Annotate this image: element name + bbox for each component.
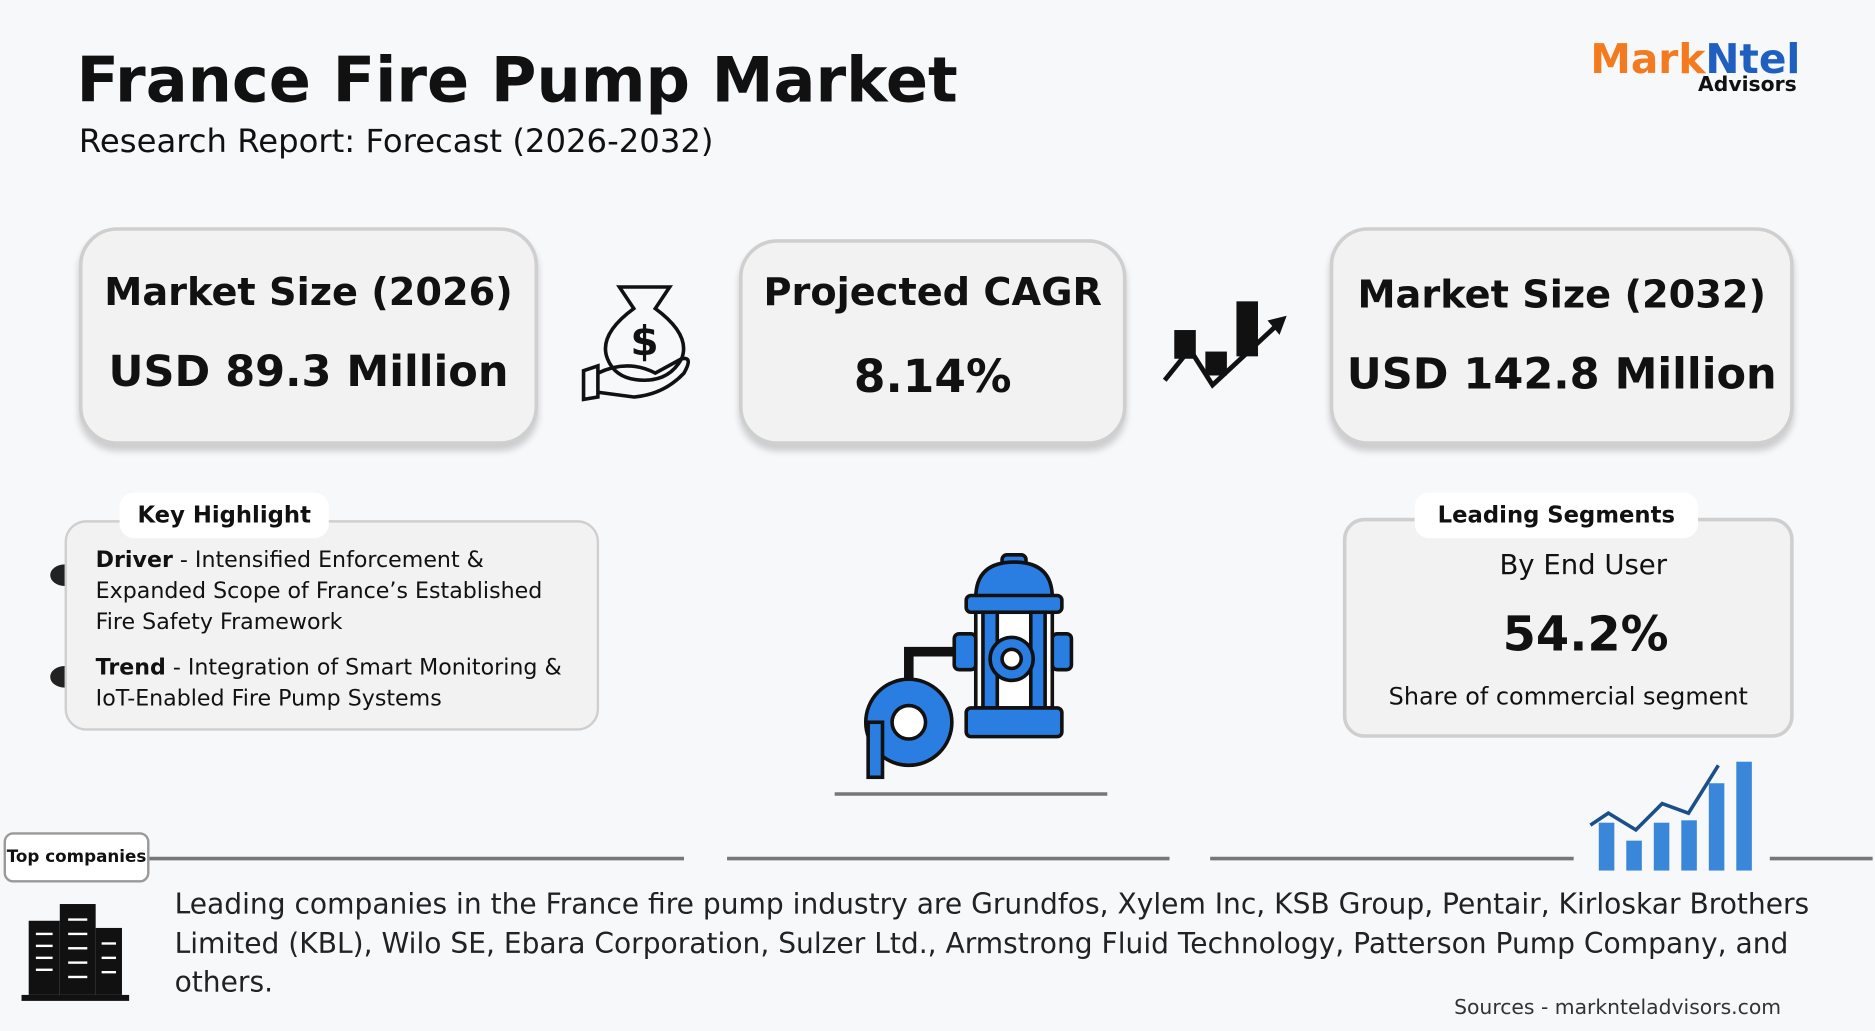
highlight-item: Trend - Integration of Smart Monitoring … — [96, 653, 586, 715]
companies-text: Leading companies in the France fire pum… — [174, 887, 1810, 999]
logo: MarkNtel — [1590, 36, 1800, 84]
growth-icon — [1162, 301, 1287, 389]
item-label: Driver — [95, 547, 173, 573]
segment-title: Leading Segments — [1414, 492, 1699, 539]
card: Projected CAGR 8.14% — [739, 239, 1127, 445]
card: Market Size (2032) USD 142.8 Million — [1329, 227, 1794, 445]
segment-description: Share of commercial segment — [1388, 681, 1748, 711]
svg-text:$: $ — [630, 317, 658, 365]
logo-tagline: Advisors — [1698, 72, 1797, 97]
card-value: 8.14% — [853, 350, 1012, 403]
title: France Fire Pump Market — [76, 45, 958, 118]
card: Market Size (2026) USD 89.3 Million — [78, 227, 539, 445]
hydrant-icon — [863, 553, 1074, 780]
highlight-title: Key Highlight — [119, 492, 329, 539]
logo-part: Ntel — [1705, 35, 1801, 84]
bar-icon — [1589, 761, 1752, 871]
logo-part: Mark — [1590, 35, 1706, 84]
card-label: Market Size (2032) — [1357, 271, 1766, 317]
item-text: - Integration of Smart Monitoring & IoT-… — [95, 655, 562, 712]
segment-category: By End User — [1499, 550, 1668, 582]
card-value: USD 89.3 Million — [108, 347, 509, 398]
card-label: Market Size (2026) — [104, 269, 513, 315]
segment-box: By End User 54.2% Share of commercial se… — [1342, 517, 1794, 738]
source: Sources - marknteladvisors.com — [1454, 996, 1782, 1021]
segment-value: 54.2% — [1502, 607, 1669, 663]
building-icon — [21, 904, 130, 1001]
subtitle: Research Report: Forecast (2026-2032) — [78, 123, 714, 161]
highlight-item: Driver - Intensified Enforcement & Expan… — [96, 545, 574, 638]
companies-title: Top companies — [3, 832, 150, 883]
card-value: USD 142.8 Million — [1346, 350, 1777, 400]
highlight-box — [64, 520, 600, 731]
item-label: Trend — [95, 655, 166, 681]
card-label: Projected CAGR — [763, 269, 1102, 315]
item-text: - Intensified Enforcement & Expanded Sco… — [95, 547, 543, 635]
money-icon: $ — [581, 285, 690, 402]
